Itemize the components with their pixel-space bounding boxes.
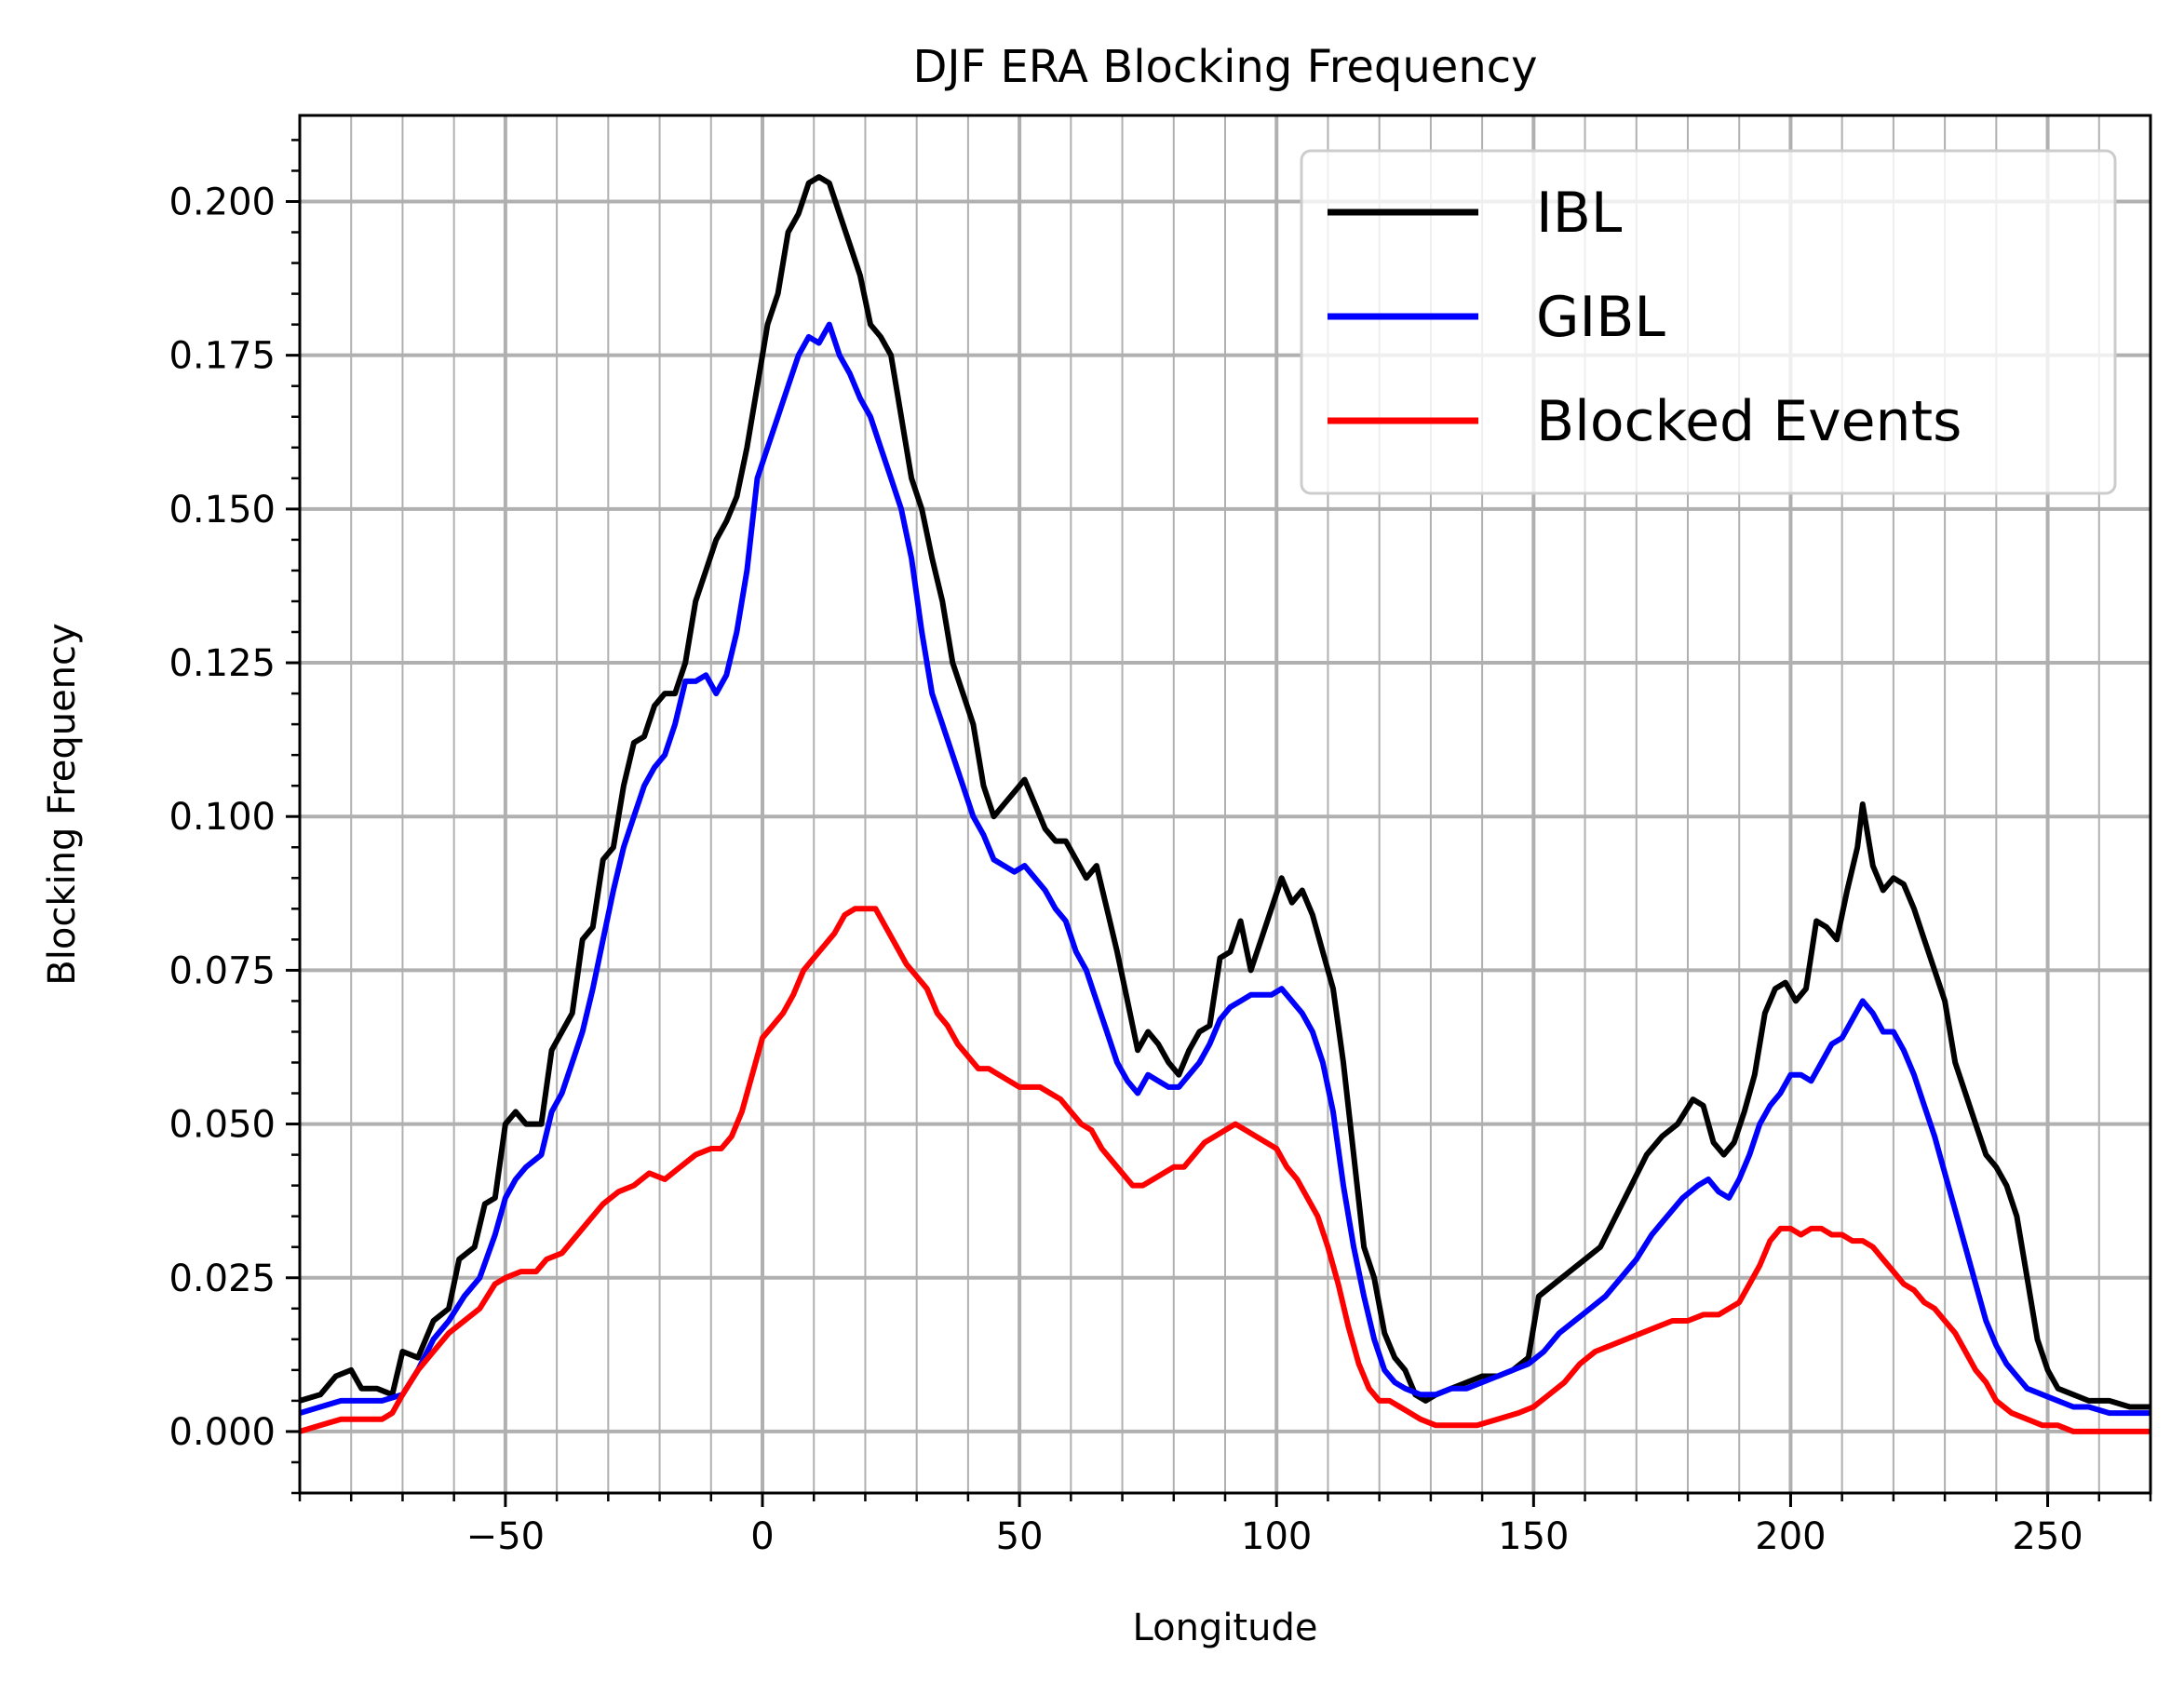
axis-ticks [286, 139, 2152, 1507]
x-tick-label: 100 [1241, 1515, 1312, 1558]
x-tick-label: 50 [996, 1515, 1044, 1558]
y-tick-label: 0.150 [169, 489, 276, 531]
series-line-gibl [300, 321, 2150, 1417]
x-tick-label: 0 [750, 1515, 774, 1558]
legend: IBL GIBL Blocked Events [1300, 149, 2117, 495]
y-tick-label: 0.200 [169, 182, 276, 224]
y-tick-label: 0.050 [169, 1104, 276, 1147]
y-tick-label: 0.100 [169, 796, 276, 839]
x-tick-label: 150 [1498, 1515, 1569, 1558]
y-axis-label: Blocking Frequency [41, 623, 84, 985]
plot-area [300, 174, 2150, 1434]
legend-label-ibl: IBL [1536, 181, 1623, 246]
series-line-blocked-events [300, 906, 2150, 1434]
y-tick-label: 0.025 [169, 1258, 276, 1300]
legend-box [1300, 149, 2117, 495]
y-tick-label: 0.125 [169, 642, 276, 685]
x-tick-label: −50 [466, 1515, 545, 1558]
y-tick-label: 0.000 [169, 1411, 276, 1454]
legend-label-blocked-events: Blocked Events [1536, 389, 1962, 454]
y-tick-label: 0.175 [169, 335, 276, 378]
series-line-ibl [300, 174, 2150, 1410]
y-tick-label: 0.075 [169, 949, 276, 992]
chart-title: DJF ERA Blocking Frequency [912, 41, 1537, 93]
x-axis-label: Longitude [1133, 1607, 1318, 1649]
x-tick-label: 200 [1755, 1515, 1826, 1558]
legend-label-gibl: GIBL [1536, 285, 1665, 350]
tick-labels: −50 0 50 100 150 200 250 0.000 0.025 0.050 0.075 0.… [169, 182, 2083, 1559]
x-tick-label: 250 [2012, 1515, 2083, 1558]
